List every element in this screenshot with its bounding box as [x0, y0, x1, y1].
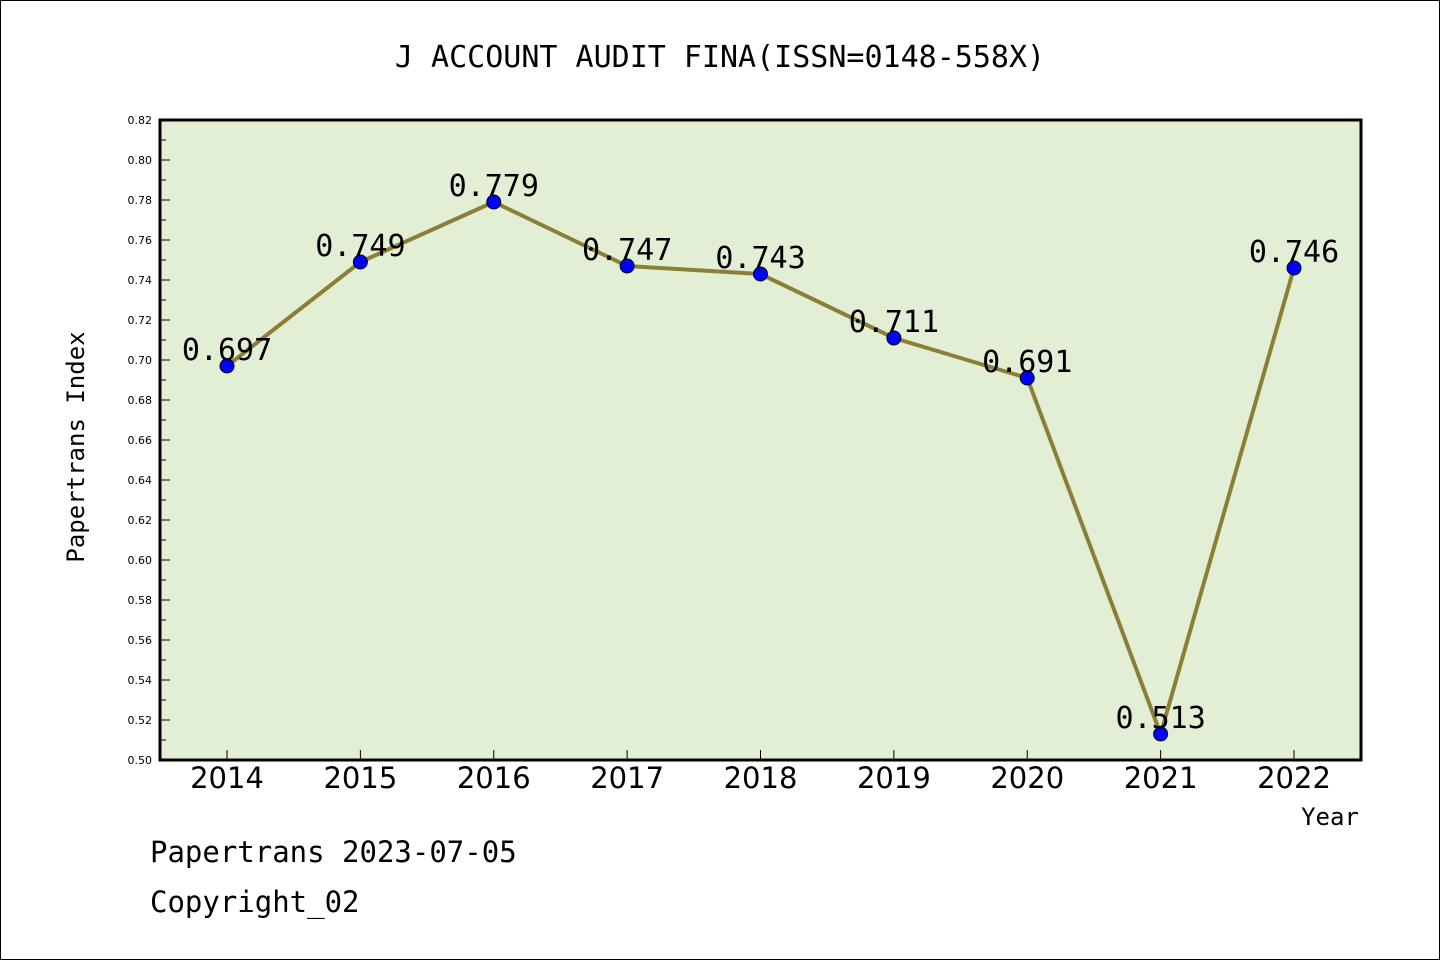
x-tick-label: 2021: [1124, 761, 1198, 795]
footer-date: Papertrans 2023-07-05: [150, 835, 517, 869]
data-point: [1153, 726, 1169, 742]
x-tick-label: 2015: [323, 761, 397, 795]
x-tick-label: 2017: [590, 761, 664, 795]
y-tick-label: 0.78: [128, 194, 153, 207]
plot-area: [160, 120, 1361, 760]
y-tick-label: 0.82: [128, 114, 153, 127]
x-tick-label: 2018: [724, 761, 798, 795]
y-tick-label: 0.58: [128, 594, 153, 607]
data-label: 0.779: [449, 169, 539, 204]
data-point: [886, 330, 902, 346]
data-point: [753, 266, 768, 282]
y-tick-label: 0.76: [128, 234, 153, 247]
x-tick-label: 2014: [190, 761, 264, 795]
data-labels: 0.697 0.749 0.779 0.747 0.743 0.711 0.691 0.513…: [182, 169, 1339, 736]
data-label: 0.691: [982, 345, 1072, 380]
data-point: [352, 254, 368, 270]
x-axis: 2014 2015 2016 2017 2018 2019 2020 2021 2022: [190, 750, 1331, 795]
x-tick-label: 2020: [990, 761, 1064, 795]
data-label: 0.747: [582, 233, 672, 268]
x-axis-label: Year: [1301, 803, 1359, 831]
footer-copyright: Copyright_02: [150, 885, 360, 919]
x-tick-label: 2022: [1257, 761, 1331, 795]
x-tick-label: 2016: [457, 761, 531, 795]
data-label: 0.513: [1115, 701, 1205, 736]
y-axis-label: Papertrans Index: [62, 331, 90, 562]
y-tick-label: 0.74: [128, 274, 153, 287]
y-tick-label: 0.80: [128, 154, 153, 167]
data-point: [1286, 260, 1302, 276]
data-label: 0.746: [1249, 235, 1339, 270]
data-point: [219, 358, 235, 374]
y-tick-label: 0.56: [128, 634, 153, 647]
data-label: 0.743: [715, 241, 805, 276]
data-point: [486, 194, 502, 210]
y-tick-label: 0.50: [128, 754, 153, 767]
data-point: [619, 258, 635, 274]
y-tick-label: 0.64: [128, 474, 153, 487]
data-label: 0.697: [182, 333, 272, 368]
y-tick-label: 0.70: [128, 354, 153, 367]
y-tick-label: 0.62: [128, 514, 153, 527]
data-label: 0.711: [849, 305, 939, 340]
y-tick-label: 0.72: [128, 314, 153, 327]
data-label: 0.749: [315, 229, 405, 264]
y-tick-label: 0.52: [128, 714, 153, 727]
plot-border: [158, 118, 1363, 762]
y-axis: 0.50 0.52 0.54 0.56 0.58 0.60 0.62 0.64 0.66 0.68…: [128, 114, 170, 767]
data-point: [1019, 370, 1035, 386]
y-tick-label: 0.60: [128, 554, 153, 567]
y-tick-label: 0.68: [128, 394, 153, 407]
series-group: [219, 194, 1302, 742]
y-tick-label: 0.66: [128, 434, 153, 447]
chart-title: J ACCOUNT AUDIT FINA(ISSN=0148-558X): [395, 40, 1045, 75]
y-tick-label: 0.54: [128, 674, 153, 687]
x-tick-label: 2019: [857, 761, 931, 795]
